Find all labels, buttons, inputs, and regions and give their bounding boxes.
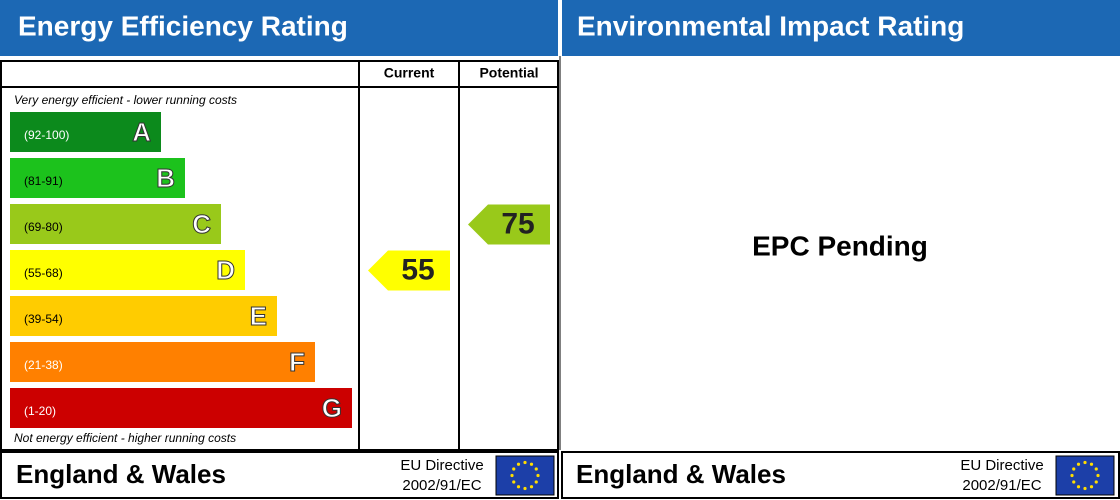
flag-star	[512, 467, 516, 471]
rating-value: 55	[401, 253, 434, 286]
eu-flag	[1055, 455, 1115, 496]
panel-title: Environmental Impact Rating	[577, 10, 964, 41]
flag-star	[1083, 460, 1087, 465]
band-range: (69-80)	[24, 220, 63, 234]
eu-flag	[495, 455, 555, 496]
flag-star	[1076, 462, 1081, 466]
band-letter: D	[216, 255, 235, 285]
band-bar	[10, 250, 245, 290]
band-letter: C	[192, 209, 211, 239]
band-bar	[10, 112, 161, 152]
flag-star	[523, 486, 527, 491]
flag-star	[1094, 467, 1098, 471]
flag-star	[1072, 467, 1076, 471]
band-range: (55-68)	[24, 266, 63, 280]
region: England & Wales	[16, 459, 226, 489]
band-letter: B	[156, 163, 175, 193]
flag-star	[534, 467, 538, 471]
header-bar	[562, 0, 1120, 56]
scale-note: Very energy efficient - lower running co…	[14, 93, 237, 107]
band-bar	[10, 388, 352, 428]
band-bar	[10, 204, 221, 244]
band-bar	[10, 342, 315, 382]
flag-star	[534, 480, 538, 484]
rating-arrow	[468, 204, 550, 245]
band-bar	[10, 158, 185, 198]
flag-star	[512, 480, 516, 484]
directive: EU Directive	[400, 457, 483, 474]
region: England & Wales	[576, 459, 786, 489]
flag-star	[516, 485, 521, 489]
flag-star	[1083, 486, 1087, 491]
rating-arrow	[368, 250, 450, 291]
flag-star	[536, 473, 540, 478]
band-range: (39-54)	[24, 312, 63, 326]
band-letter: G	[322, 393, 342, 423]
footer-box	[0, 451, 559, 499]
flag-star	[529, 462, 534, 466]
band-letter: A	[132, 117, 151, 147]
flag-star	[510, 473, 514, 478]
column-header: Potential	[479, 65, 538, 81]
flag-star	[1089, 462, 1094, 466]
column-header: Current	[384, 65, 435, 81]
header-bar	[0, 0, 558, 56]
band-range: (21-38)	[24, 358, 63, 372]
band-letter: E	[250, 301, 267, 331]
flag-star	[1089, 485, 1094, 489]
flag-star	[529, 485, 534, 489]
flag-star	[1076, 485, 1081, 489]
panel-title: Energy Efficiency Rating	[18, 10, 348, 41]
band-letter: F	[289, 347, 305, 377]
scale-note: Not energy efficient - higher running co…	[14, 431, 236, 445]
band-range: (1-20)	[24, 404, 56, 418]
rating-value: 75	[501, 207, 534, 240]
directive-code: 2002/91/EC	[402, 477, 481, 494]
bands: (92-100) A (81-91) B (69-80) C (55-68) D (39-54)…	[10, 112, 352, 428]
flag-star	[1072, 480, 1076, 484]
status-text: EPC Pending	[752, 230, 928, 261]
flag-star	[1094, 480, 1098, 484]
rating-table	[0, 60, 559, 451]
directive: EU Directive	[960, 457, 1043, 474]
band-range: (81-91)	[24, 174, 63, 188]
band-bar	[10, 296, 277, 336]
directive-code: 2002/91/EC	[962, 477, 1041, 494]
band-range: (92-100)	[24, 128, 69, 142]
flag-star	[516, 462, 521, 466]
footer-box	[561, 451, 1120, 499]
flag-star	[1070, 473, 1074, 478]
flag-star	[523, 460, 527, 465]
flag-star	[1096, 473, 1100, 478]
